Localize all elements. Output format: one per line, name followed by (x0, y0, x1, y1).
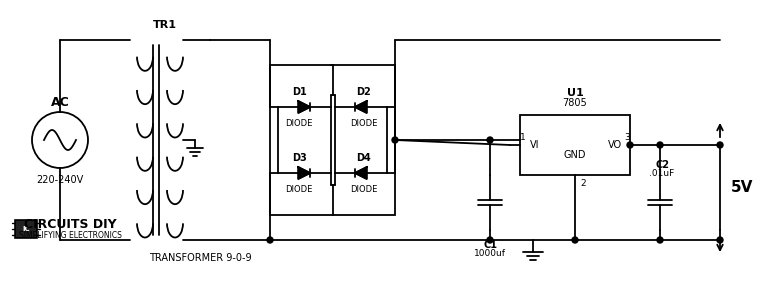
Text: D1: D1 (292, 87, 306, 97)
Text: D3: D3 (292, 153, 306, 163)
Circle shape (267, 237, 273, 243)
Circle shape (627, 142, 633, 148)
Text: TRANSFORMER 9-0-9: TRANSFORMER 9-0-9 (149, 253, 251, 263)
Circle shape (487, 137, 493, 143)
Text: C2: C2 (655, 160, 669, 170)
Circle shape (657, 237, 663, 243)
Text: D4: D4 (356, 153, 371, 163)
Text: DIODE: DIODE (286, 184, 313, 194)
Circle shape (717, 142, 723, 148)
Text: VI: VI (530, 140, 540, 150)
Text: SIMPLIFYING ELECTRONICS: SIMPLIFYING ELECTRONICS (18, 231, 121, 241)
Text: D2: D2 (356, 87, 371, 97)
Bar (520, 115, 630, 175)
Polygon shape (355, 167, 367, 179)
Polygon shape (298, 101, 310, 113)
Circle shape (572, 237, 578, 243)
Bar (15, 220, 37, 238)
Circle shape (487, 237, 493, 243)
Circle shape (392, 137, 398, 143)
Text: U1: U1 (567, 88, 584, 98)
Circle shape (657, 142, 663, 148)
Bar (270, 65, 395, 215)
Text: C1: C1 (483, 240, 497, 250)
Text: CIRCUITS DIY: CIRCUITS DIY (24, 219, 116, 231)
Text: 5V: 5V (731, 180, 753, 195)
Text: TR1: TR1 (153, 20, 177, 30)
Text: VO: VO (608, 140, 622, 150)
Text: 2: 2 (580, 178, 586, 188)
Text: 7805: 7805 (563, 98, 588, 108)
Text: 220-240V: 220-240V (36, 175, 84, 185)
Text: .01uF: .01uF (650, 170, 674, 178)
Text: 1: 1 (520, 133, 526, 141)
Polygon shape (298, 167, 310, 179)
Text: IC: IC (22, 226, 30, 232)
Text: 3: 3 (624, 133, 630, 141)
Text: DIODE: DIODE (286, 119, 313, 127)
Text: GND: GND (564, 150, 586, 160)
Text: AC: AC (51, 95, 69, 109)
Text: DIODE: DIODE (350, 184, 377, 194)
Polygon shape (355, 101, 367, 113)
Text: DIODE: DIODE (350, 119, 377, 127)
Text: 1000uf: 1000uf (474, 249, 506, 258)
Circle shape (717, 237, 723, 243)
